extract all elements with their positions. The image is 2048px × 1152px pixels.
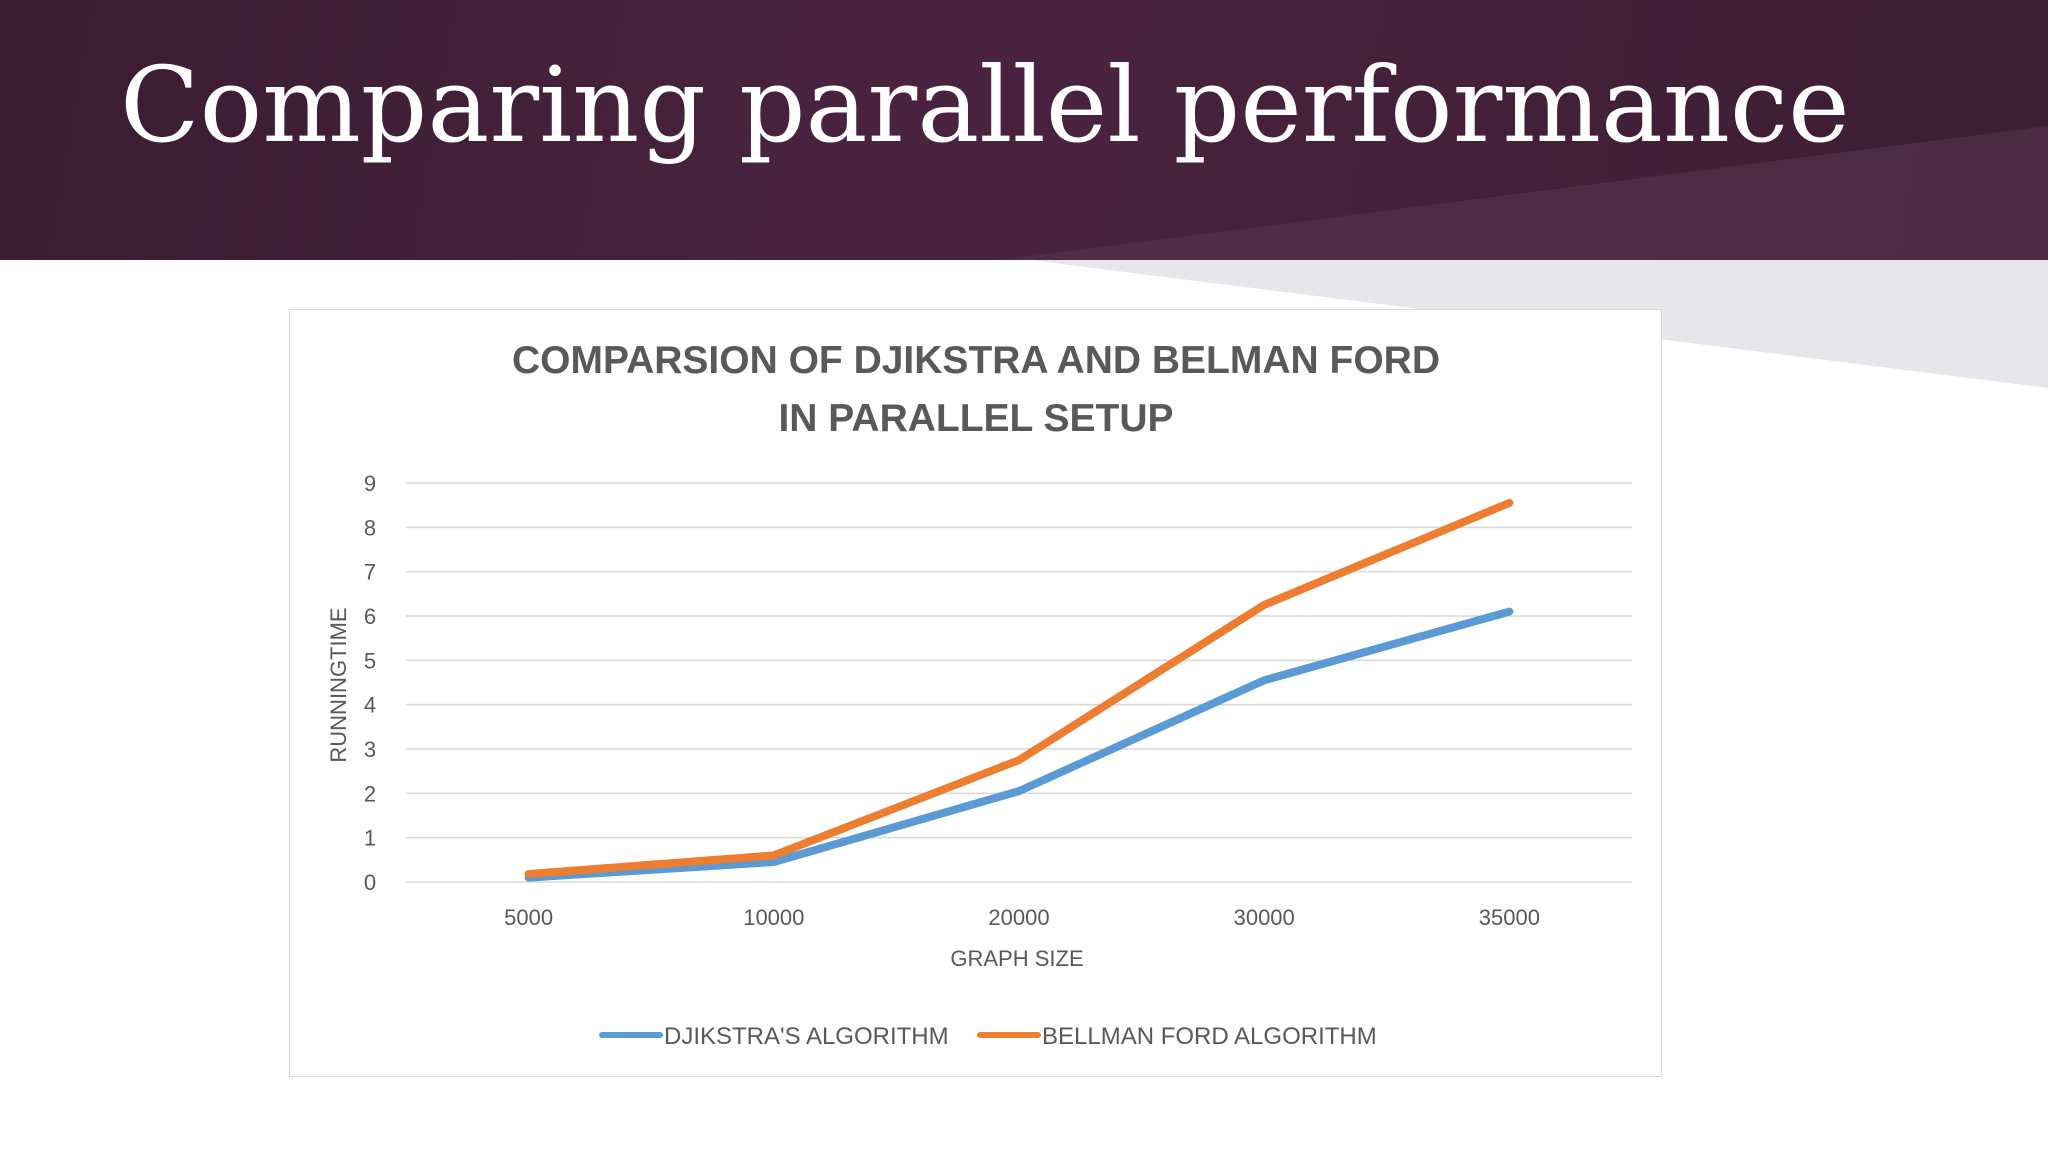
- x-tick-label: 10000: [743, 905, 804, 930]
- slide-title: Comparing parallel performance: [120, 44, 1850, 166]
- legend-label: DJIKSTRA'S ALGORITHM: [664, 1023, 949, 1050]
- x-tick-label: 5000: [504, 905, 553, 930]
- chart-title-line: IN PARALLEL SETUP: [778, 397, 1173, 440]
- y-tick-label: 5: [364, 648, 376, 673]
- y-tick-label: 8: [364, 515, 376, 540]
- line-chart: COMPARSION OF DJIKSTRA AND BELMAN FORD IN…: [326, 339, 1632, 1050]
- y-axis-title: RUNNINGTIME: [326, 607, 351, 762]
- y-tick-label: 3: [364, 737, 376, 762]
- y-tick-label: 6: [364, 604, 376, 629]
- series-line-1: [524, 498, 1514, 878]
- chart-title-line: COMPARSION OF DJIKSTRA AND BELMAN FORD: [512, 339, 1440, 382]
- y-tick-label: 1: [364, 826, 376, 851]
- y-tick-label: 4: [364, 693, 376, 718]
- chart-frame: COMPARSION OF DJIKSTRA AND BELMAN FORD IN…: [289, 309, 1662, 1077]
- y-tick-label: 7: [364, 560, 376, 585]
- y-tick-label: 2: [364, 781, 376, 806]
- legend-label: BELLMAN FORD ALGORITHM: [1042, 1023, 1377, 1050]
- x-axis-title: GRAPH SIZE: [950, 946, 1083, 971]
- x-tick-label: 30000: [1234, 905, 1295, 930]
- y-tick-label: 0: [364, 870, 376, 895]
- y-tick-label: 9: [364, 471, 376, 496]
- series-line-0: [524, 607, 1514, 882]
- x-tick-label: 20000: [988, 905, 1049, 930]
- x-tick-label: 35000: [1479, 905, 1540, 930]
